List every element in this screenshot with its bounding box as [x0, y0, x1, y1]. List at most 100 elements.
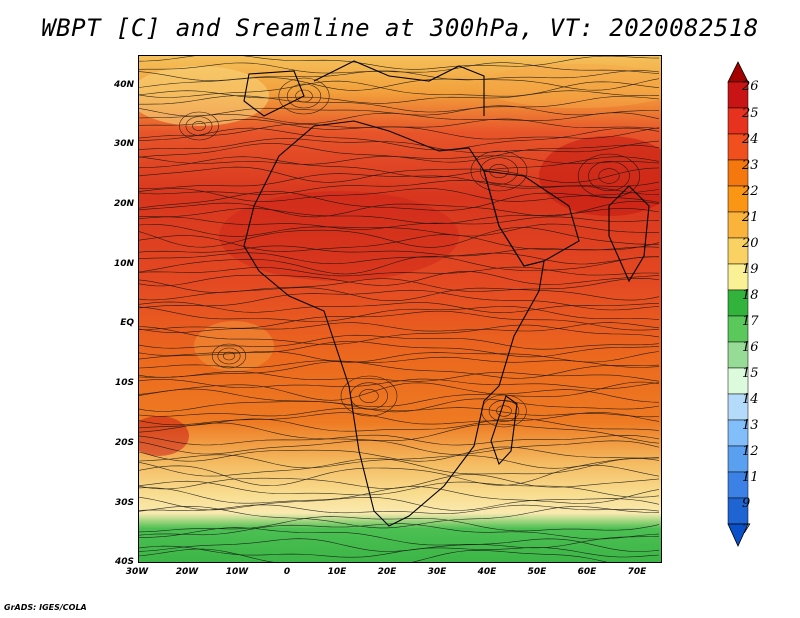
streamline-eddy [185, 116, 213, 136]
streamline [139, 155, 660, 165]
colorbar-label-23: 23 [742, 158, 759, 173]
streamline [139, 527, 660, 549]
streamline [139, 256, 660, 275]
lat-label-10n: 10N [113, 259, 134, 269]
streamline [139, 480, 660, 498]
streamline [139, 223, 659, 237]
lat-label-20n: 20N [113, 199, 134, 209]
iberia-outline [243, 70, 305, 117]
colorbar-label-7: 7 [742, 522, 751, 537]
streamline [139, 123, 660, 140]
streamline-eddy [179, 111, 219, 141]
colorbar [727, 61, 749, 547]
lon-label-40e: 40E [477, 567, 497, 577]
colorbar-label-14: 14 [742, 392, 759, 407]
coastlines [243, 60, 650, 527]
colorbar-label-20: 20 [742, 236, 759, 251]
arabia-outline [483, 170, 580, 267]
lat-label-30s: 30S [114, 498, 134, 508]
streamline [139, 112, 660, 125]
streamline [139, 90, 660, 104]
lon-label-50e: 50E [527, 567, 547, 577]
colorbar-label-11: 11 [742, 470, 759, 485]
lat-label-eq: EQ [120, 318, 134, 328]
streamline [139, 474, 660, 490]
lon-label-20w: 20W [175, 567, 199, 577]
streamline-eddy [577, 153, 641, 199]
streamline-eddy [496, 405, 512, 417]
streamline [139, 191, 660, 211]
colorbar-label-19: 19 [742, 262, 759, 277]
warm-core-east [539, 136, 661, 216]
streamline [139, 324, 660, 345]
credit-text: GrADS: IGES/COLA [4, 603, 87, 612]
streamline-eddy [217, 347, 241, 365]
streamline-eddy [340, 375, 398, 417]
cool-patch-north [479, 64, 661, 108]
streamline [139, 188, 660, 202]
streamline-eddy [286, 83, 322, 109]
warm-core-sahel [219, 191, 459, 281]
streamline [139, 545, 660, 558]
colorbar-label-25: 25 [742, 106, 759, 121]
streamline [139, 548, 608, 562]
lon-label-0: 0 [283, 567, 291, 577]
map-canvas [139, 56, 661, 562]
streamline [139, 306, 660, 322]
streamline [139, 418, 660, 432]
colorbar-label-21: 21 [742, 210, 759, 225]
streamlines [139, 56, 660, 562]
streamline [139, 245, 660, 257]
streamline [139, 127, 660, 151]
streamline [139, 138, 660, 153]
streamline [139, 56, 660, 70]
streamline-eddy [359, 389, 379, 403]
lon-label-10w: 10W [225, 567, 249, 577]
streamline [139, 341, 660, 358]
colorbar-label-13: 13 [742, 418, 759, 433]
streamline [139, 440, 660, 455]
streamline-eddy [192, 121, 206, 131]
streamline [139, 505, 660, 529]
lat-label-40n: 40N [113, 80, 134, 90]
streamline [139, 516, 660, 533]
streamline [139, 207, 660, 225]
streamline [139, 486, 660, 504]
streamline [139, 179, 660, 195]
streamline [139, 458, 660, 477]
streamline [139, 356, 660, 369]
streamline [139, 407, 660, 418]
streamline-eddy [588, 161, 630, 191]
india-outline [608, 185, 650, 283]
streamline [139, 266, 660, 277]
colorbar-label-22: 22 [742, 184, 759, 199]
streamline [139, 398, 660, 413]
streamline-eddy [489, 164, 509, 178]
streamline-eddy [223, 351, 235, 361]
colorbar-label-12: 12 [742, 444, 759, 459]
lon-label-10e: 10E [327, 567, 347, 577]
streamline-eddy [278, 77, 330, 115]
streamline [139, 80, 660, 98]
streamline [139, 271, 660, 287]
streamline [139, 322, 660, 333]
streamline [139, 504, 660, 514]
streamline [139, 360, 660, 379]
africa-outline [243, 120, 545, 527]
lon-label-60e: 60E [577, 567, 597, 577]
lon-label-30w: 30W [125, 567, 149, 577]
streamline [139, 412, 660, 426]
streamline [139, 334, 660, 350]
mediterranean-outline [313, 60, 485, 116]
colorbar-label-17: 17 [742, 314, 759, 329]
streamline [139, 287, 660, 301]
colorbar-label-26: 26 [742, 79, 759, 94]
streamline [139, 523, 660, 540]
streamline-eddy [470, 150, 528, 192]
colorbar-label-16: 16 [742, 340, 759, 355]
colorbar-bottom-arrow [727, 523, 749, 547]
streamline [139, 70, 660, 81]
colorbar-label-15: 15 [742, 366, 759, 381]
streamline [139, 252, 660, 265]
streamline [139, 464, 660, 487]
